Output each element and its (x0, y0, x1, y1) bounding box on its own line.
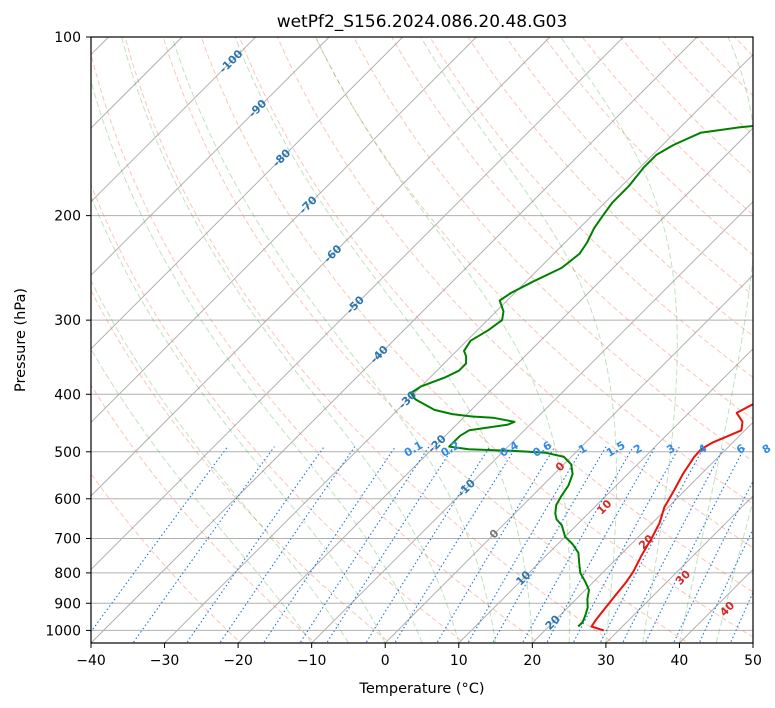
moist-adiabat (171, 37, 497, 643)
moist-adiabat (91, 195, 386, 643)
isotherm-line (91, 37, 698, 643)
isotherm-line (91, 37, 257, 203)
dry-adiabat (353, 37, 753, 462)
profile-line (409, 124, 753, 628)
y-tick-label: 700 (54, 532, 81, 548)
dry-adiabat (238, 37, 753, 593)
moist-adiabat (121, 37, 460, 643)
y-tick-label: 400 (54, 387, 81, 403)
y-axis-title: Pressure (hPa) (13, 288, 29, 392)
dry-adiabat (429, 37, 753, 378)
y-tick-label: 600 (54, 492, 81, 508)
mixing-ratio-line (132, 446, 275, 643)
moist-adiabat (420, 37, 617, 643)
isotherm-line (91, 37, 330, 276)
x-tick-label: 20 (523, 653, 541, 669)
moist-adiabat (234, 37, 533, 643)
y-axis: 100 200 300 400 500 600 700 800 900 1000 (45, 30, 91, 639)
moist-adiabat (91, 79, 423, 643)
isotherm-line (311, 200, 753, 643)
y-tick-label: 300 (54, 313, 81, 329)
profile-line (590, 403, 753, 632)
mixing-ratio-line (467, 446, 584, 643)
mixing-ratio-line (621, 446, 725, 643)
y-tick-label: 500 (54, 445, 81, 461)
mixing-ratio-line (299, 446, 430, 643)
dry-adiabat (91, 183, 466, 643)
chart-title: wetPf2_S156.2024.086.20.48.G03 (277, 12, 568, 32)
x-tick-label: 0 (381, 653, 390, 669)
x-tick-label: 30 (597, 653, 615, 669)
isotherm-line (237, 127, 753, 643)
mixing-ratio-line (185, 446, 325, 643)
isotherm-line (91, 37, 551, 497)
y-tick-label: 900 (54, 596, 81, 612)
isotherm-line (91, 37, 477, 424)
isotherm-line (605, 495, 753, 643)
dry-adiabat (276, 37, 753, 549)
mixing-ratio-line (365, 446, 491, 643)
dry-adiabat (200, 37, 753, 638)
moist-adiabat (678, 37, 753, 643)
dry-adiabat (162, 37, 690, 643)
mixing-ratio-line (262, 446, 396, 643)
mixing-ratio-line (698, 527, 753, 643)
dry-adiabat (91, 289, 391, 643)
x-tick-label: −40 (76, 653, 106, 669)
dry-adiabat (124, 37, 615, 643)
dry-adiabat (91, 384, 317, 643)
moist-adiabat (91, 347, 313, 643)
x-tick-label: 50 (744, 653, 762, 669)
isotherm-line (384, 274, 753, 643)
x-axis-title: Temperature (°C) (358, 681, 484, 697)
mixing-ratio-line (521, 446, 634, 643)
dry-adiabat (91, 51, 540, 643)
isotherm-line (531, 421, 753, 643)
mixing-ratio-line (219, 446, 356, 643)
x-axis: −40 −30 −20 −10 0 10 20 30 40 50 (76, 643, 762, 669)
y-tick-label: 800 (54, 566, 81, 582)
background-lines (91, 37, 753, 643)
x-tick-label: 10 (450, 653, 468, 669)
mixing-ratio-line (326, 446, 455, 643)
moist-adiabat (315, 37, 571, 643)
y-tick-label: 1000 (45, 623, 81, 639)
mixing-ratio-line (672, 480, 753, 643)
isotherm-line (458, 348, 753, 643)
mixing-ratio-line (394, 446, 517, 643)
dry-adiabat (467, 37, 753, 337)
x-tick-label: 40 (671, 653, 689, 669)
plot-frame (90, 36, 754, 644)
profile-lines (409, 124, 753, 632)
x-tick-label: −30 (150, 653, 180, 669)
y-tick-label: 100 (54, 30, 81, 46)
mixing-ratio-line (599, 446, 705, 643)
mixing-ratio-line (492, 446, 607, 643)
isotherm-line (91, 37, 404, 350)
moist-adiabat (560, 37, 678, 643)
x-tick-label: −10 (297, 653, 327, 669)
dry-adiabat (91, 472, 242, 643)
isotherm-line (91, 37, 624, 571)
y-tick-label: 200 (54, 209, 81, 225)
isotherm-line (164, 53, 753, 643)
x-tick-label: −20 (223, 653, 253, 669)
